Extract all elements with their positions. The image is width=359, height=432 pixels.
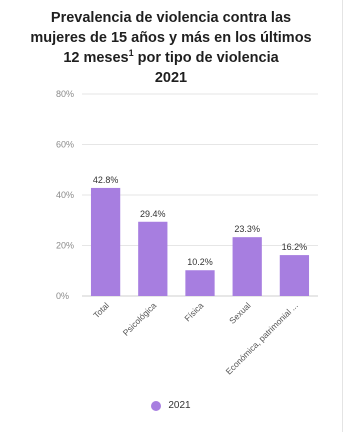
title-line-3: 12 meses1 por tipo de violencia — [0, 48, 342, 68]
bar — [185, 270, 215, 296]
bar-chart-plot: 0% 20% 40% 60% 80% 42.8% Total 29.4% Psicológica… — [56, 89, 318, 377]
title-year: 2021 — [154, 70, 188, 86]
y-tick-label: 60% — [56, 140, 74, 150]
bar — [138, 221, 168, 296]
title-line-3-rest: por tipo de violencia — [137, 50, 279, 66]
bar-value-label: 10.2% — [187, 257, 213, 267]
bar-value-label: 23.3% — [234, 224, 260, 234]
chart-title: Prevalencia de violencia contra las muje… — [0, 8, 342, 88]
bar-value-label: 42.8% — [93, 175, 119, 185]
x-tick-label: Total — [91, 300, 111, 320]
bar — [279, 255, 310, 296]
title-line-1: Prevalencia de violencia contra las — [50, 10, 292, 26]
bar — [232, 237, 262, 296]
bar — [90, 187, 121, 296]
title-line-2: mujeres de 15 años y más en los últimos — [30, 30, 312, 46]
legend-label: 2021 — [168, 400, 191, 411]
y-tick-label: 40% — [56, 190, 74, 200]
bar-value-label: 29.4% — [140, 209, 166, 219]
y-tick-label: 20% — [56, 241, 74, 251]
bar-value-label: 16.2% — [282, 242, 308, 252]
y-tick-label: 0% — [56, 291, 69, 301]
legend-marker — [151, 400, 162, 411]
title-footnote-marker: 1 — [128, 48, 134, 59]
title-line-3-text: 12 meses — [63, 50, 129, 66]
chart-container: Prevalencia de violencia contra las muje… — [0, 0, 343, 432]
x-tick-label: Física — [182, 300, 205, 323]
chart-legend[interactable]: 2021 — [0, 400, 342, 411]
y-tick-label: 80% — [56, 89, 74, 99]
x-tick-label: Sexual — [227, 300, 253, 326]
x-tick-label: Psicológica — [121, 300, 159, 338]
